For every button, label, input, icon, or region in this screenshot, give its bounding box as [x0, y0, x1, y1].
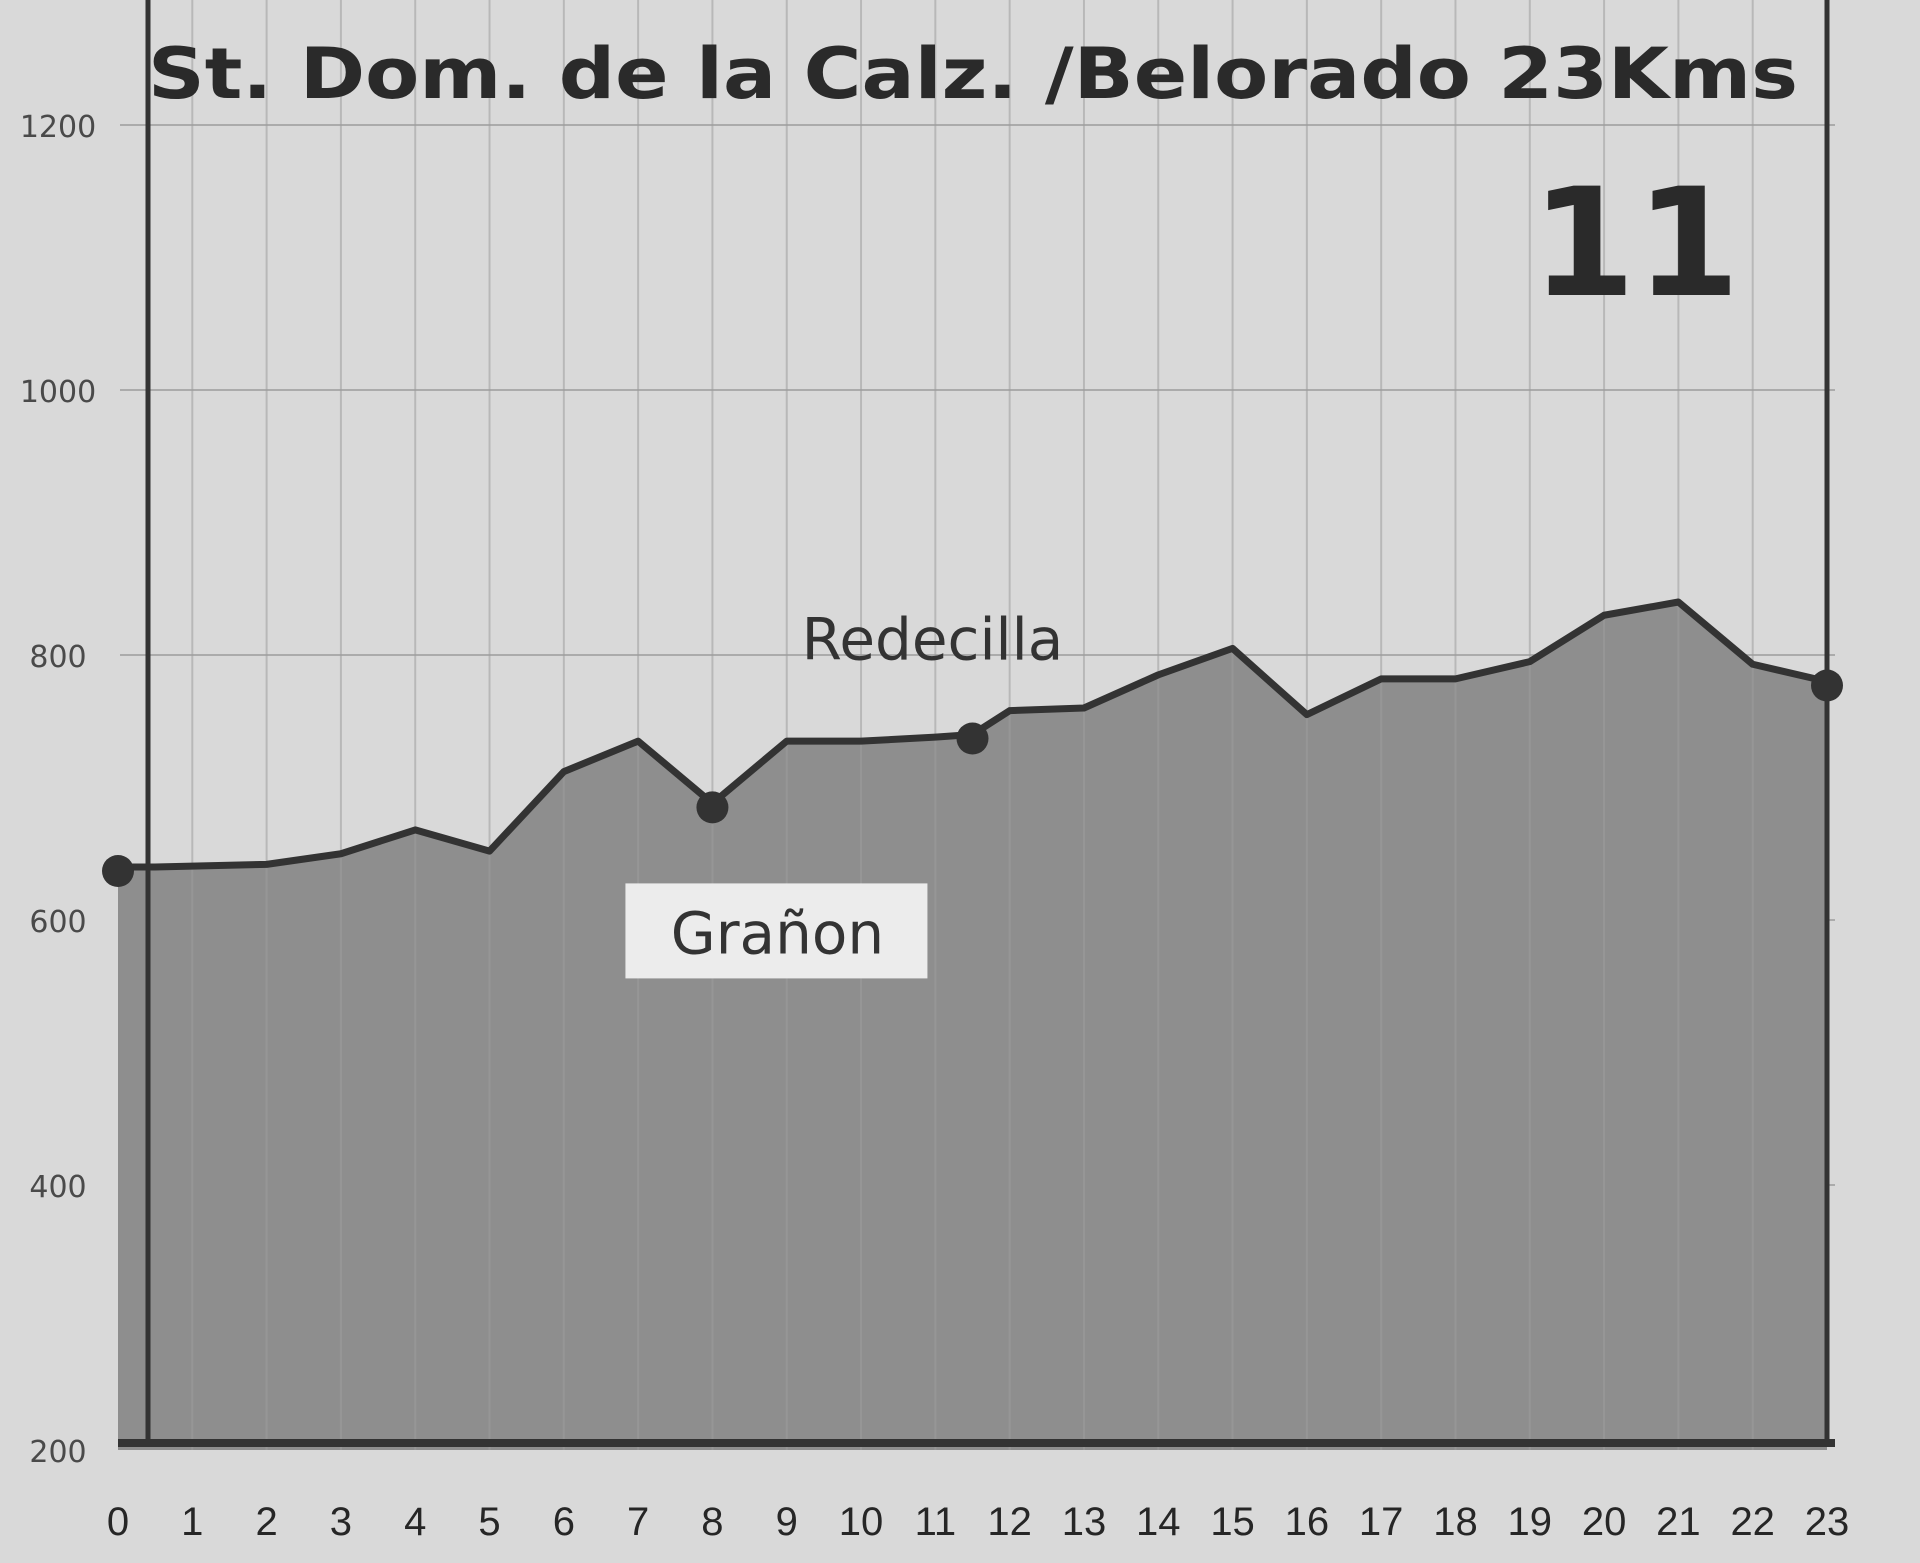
y-tick-label: 200: [29, 1435, 86, 1470]
y-tick-label: 600: [29, 905, 86, 940]
y-axis-tick-labels: 200 400 600 800 1000 1200: [20, 110, 96, 1470]
x-tick-label: 2: [255, 1500, 277, 1544]
x-tick-label: 21: [1656, 1500, 1701, 1544]
x-tick-label: 0: [107, 1500, 129, 1544]
x-tick-label: 15: [1210, 1500, 1255, 1544]
x-axis-tick-labels: 0 1 2 3 4 5 6 7 8 9 10 11 12 13 14 15 16 17 18 19 20 21 22 23: [107, 1500, 1849, 1544]
x-tick-label: 6: [553, 1500, 575, 1544]
x-tick-label: 1: [181, 1500, 203, 1544]
y-tick-label: 1000: [20, 375, 96, 410]
y-tick-label: 800: [29, 640, 86, 675]
x-tick-label: 5: [478, 1500, 500, 1544]
elevation-area: [118, 602, 1827, 1450]
x-tick-label: 7: [627, 1500, 649, 1544]
x-tick-label: 8: [701, 1500, 723, 1544]
x-tick-label: 11: [915, 1500, 957, 1544]
x-tick-label: 16: [1285, 1500, 1330, 1544]
x-tick-label: 17: [1359, 1500, 1404, 1544]
waypoint-marker: [1811, 669, 1843, 702]
place-label-granon: Grañon: [671, 899, 884, 967]
place-annotations: Grañon Redecilla: [625, 606, 1063, 979]
x-tick-label: 4: [404, 1500, 426, 1544]
elevation-area-layer: [118, 0, 1828, 1450]
plot-frame: [118, 0, 1835, 1447]
y-tick-label: 1200: [20, 110, 96, 145]
x-tick-label: 10: [839, 1500, 884, 1544]
waypoint-marker: [696, 791, 729, 824]
x-tick-label: 18: [1433, 1500, 1478, 1544]
x-tick-label: 13: [1062, 1500, 1107, 1544]
waypoint-markers: [102, 669, 1843, 887]
x-tick-label: 14: [1136, 1500, 1181, 1544]
place-label-redecilla: Redecilla: [802, 606, 1064, 674]
x-tick-label: 22: [1730, 1500, 1775, 1544]
y-tick-label: 400: [29, 1170, 86, 1205]
x-tick-label: 20: [1582, 1500, 1627, 1544]
x-tick-label: 19: [1508, 1500, 1553, 1544]
x-tick-label: 12: [987, 1500, 1032, 1544]
chart-title: St. Dom. de la Calz. /Belorado 23Kms: [148, 33, 1798, 115]
waypoint-marker: [102, 855, 134, 887]
x-tick-label: 23: [1805, 1500, 1850, 1544]
stage-number: 11: [1531, 157, 1740, 331]
waypoint-marker: [956, 722, 989, 755]
x-tick-label: 9: [776, 1500, 798, 1544]
granon-label-box: [625, 883, 928, 979]
x-tick-label: 3: [330, 1500, 352, 1544]
